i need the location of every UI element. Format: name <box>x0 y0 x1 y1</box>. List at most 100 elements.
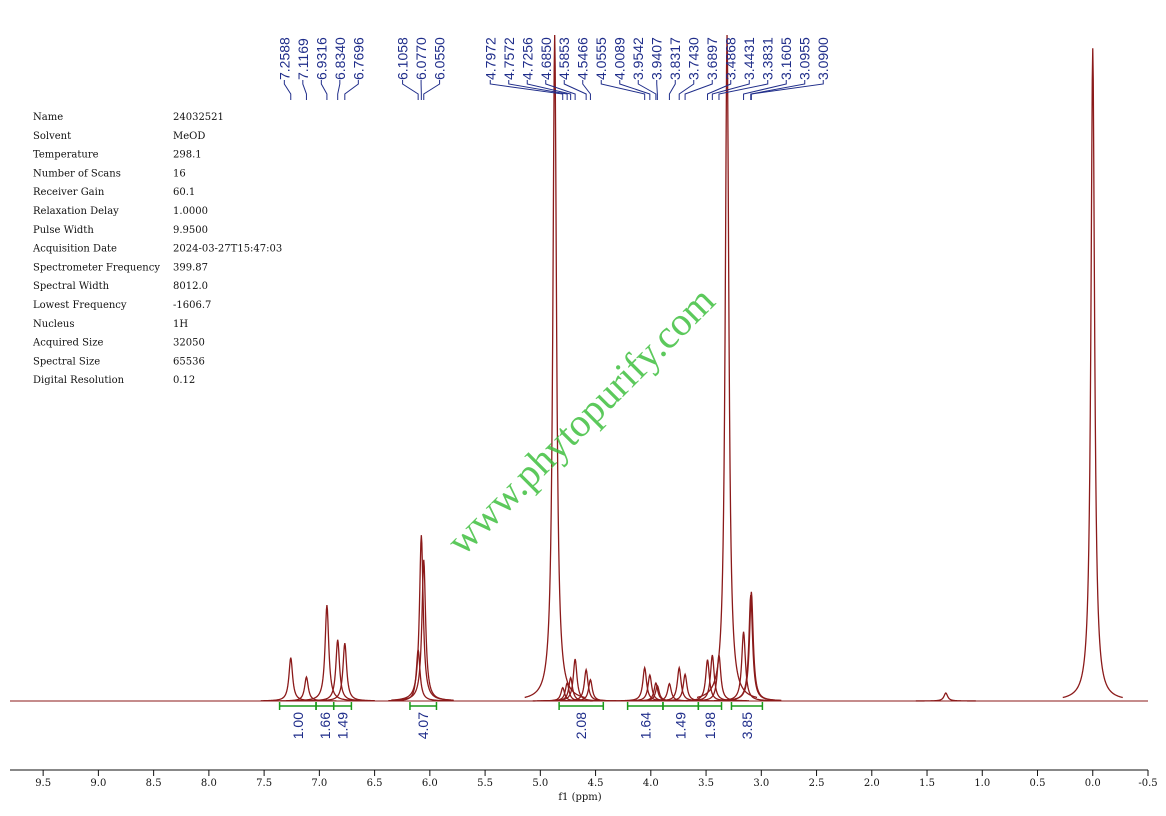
peak-connector <box>337 80 341 100</box>
param-value: 16 <box>173 168 186 179</box>
x-tick-label: 7.0 <box>311 778 327 789</box>
peak-label: 6.1058 <box>395 37 411 80</box>
peak-connector <box>402 80 419 100</box>
peak-label: 6.0770 <box>413 37 429 80</box>
integral-bracket <box>558 702 605 710</box>
param-value: 24032521 <box>173 112 224 123</box>
peak-connector <box>750 80 806 100</box>
peak-connector <box>302 80 307 100</box>
x-tick-label: 1.0 <box>974 778 990 789</box>
peak-label: 4.6850 <box>538 37 554 80</box>
peak-label: 3.1605 <box>778 37 794 80</box>
param-name: Temperature <box>33 150 99 161</box>
x-tick-label: 8.0 <box>201 778 217 789</box>
peak-label: 6.0550 <box>432 37 448 80</box>
spectrum <box>10 34 1148 702</box>
param-name: Relaxation Delay <box>33 206 119 217</box>
param-value: 60.1 <box>173 187 195 198</box>
peak-label: 7.2588 <box>276 37 292 80</box>
peak-label: 3.4868 <box>723 37 739 80</box>
param-name: Spectrometer Frequency <box>33 262 160 273</box>
x-tick-label: 3.0 <box>753 778 769 789</box>
x-tick-label: 9.5 <box>35 778 51 789</box>
peak-label: 3.9407 <box>649 37 665 80</box>
x-tick-label: 5.5 <box>477 778 493 789</box>
peak <box>1062 48 1123 699</box>
peak <box>915 692 976 702</box>
peak <box>314 642 375 702</box>
x-tick-label: 0.0 <box>1085 778 1101 789</box>
param-name: Acquisition Date <box>32 244 117 255</box>
integral-bracket <box>409 702 438 710</box>
peak-connector <box>637 80 657 100</box>
integral-label: 1.66 <box>317 712 333 739</box>
peak-connector <box>545 80 576 100</box>
integral-bracket <box>730 702 764 710</box>
x-tick-label: 6.5 <box>367 778 383 789</box>
x-tick-label: 0.5 <box>1030 778 1046 789</box>
param-name: Name <box>33 112 63 123</box>
peak-label: 3.0955 <box>797 37 813 80</box>
param-value: 0.12 <box>173 375 195 386</box>
integral-bracket <box>626 702 664 710</box>
peak-connector <box>526 80 572 100</box>
integral-label: 1.49 <box>673 712 689 739</box>
integral-label: 1.64 <box>637 712 653 739</box>
param-value: 8012.0 <box>173 281 208 292</box>
peak-label: 3.8317 <box>667 37 683 80</box>
peak-connector <box>320 80 328 100</box>
integral-label: 1.49 <box>335 712 351 739</box>
x-tick-label: 1.5 <box>919 778 935 789</box>
peak-connector <box>656 80 658 100</box>
integral-label: 2.08 <box>573 712 589 739</box>
x-tick-label: 4.5 <box>588 778 604 789</box>
peak-connector <box>489 80 564 100</box>
peak-connector <box>743 80 787 100</box>
peak-connector <box>684 80 713 100</box>
peak-label: 6.9316 <box>313 37 329 80</box>
x-tick-label: 9.0 <box>90 778 106 789</box>
peak-connector <box>508 80 568 100</box>
param-name: Lowest Frequency <box>33 300 127 311</box>
peak-connector <box>718 80 769 100</box>
peak-label: 4.7972 <box>482 37 498 80</box>
peak-connector <box>619 80 651 100</box>
x-tick-label: 6.0 <box>422 778 438 789</box>
param-value: 32050 <box>173 338 205 349</box>
integral-bracket <box>662 702 700 710</box>
param-value: 1H <box>173 319 188 330</box>
peak-label: 4.7256 <box>519 37 535 80</box>
param-name: Pulse Width <box>33 225 94 236</box>
integral-bracket <box>332 702 353 710</box>
param-name: Spectral Size <box>33 356 100 367</box>
peak-connector <box>711 80 750 100</box>
peak <box>696 34 758 699</box>
peak-connector <box>600 80 646 100</box>
peak-connector <box>563 80 587 100</box>
x-tick-label: 2.0 <box>864 778 880 789</box>
param-value: 65536 <box>173 356 205 367</box>
peak <box>276 675 337 702</box>
x-tick-label: 5.0 <box>532 778 548 789</box>
peak-label: 6.7696 <box>350 37 366 80</box>
param-name: Digital Resolution <box>33 375 125 386</box>
param-name: Solvent <box>33 131 71 142</box>
integral-bracket <box>697 702 723 710</box>
param-value: 1.0000 <box>173 206 208 217</box>
x-axis-label: f1 (ppm) <box>558 792 601 803</box>
peak-connector <box>678 80 695 100</box>
peak <box>307 639 368 702</box>
peak-label: 3.0900 <box>815 37 831 80</box>
x-tick-label: 2.5 <box>809 778 825 789</box>
x-tick-label: 3.5 <box>698 778 714 789</box>
peak-connector <box>423 80 441 100</box>
param-value: MeOD <box>173 131 205 142</box>
peak-label: 4.0555 <box>593 37 609 80</box>
peak-label: 4.5853 <box>556 37 572 80</box>
peak-connector <box>582 80 591 100</box>
peak-label: 3.6897 <box>704 37 720 80</box>
param-name: Nucleus <box>33 319 74 330</box>
integral-bracket <box>278 702 317 710</box>
x-tick-label: -0.5 <box>1138 778 1157 789</box>
